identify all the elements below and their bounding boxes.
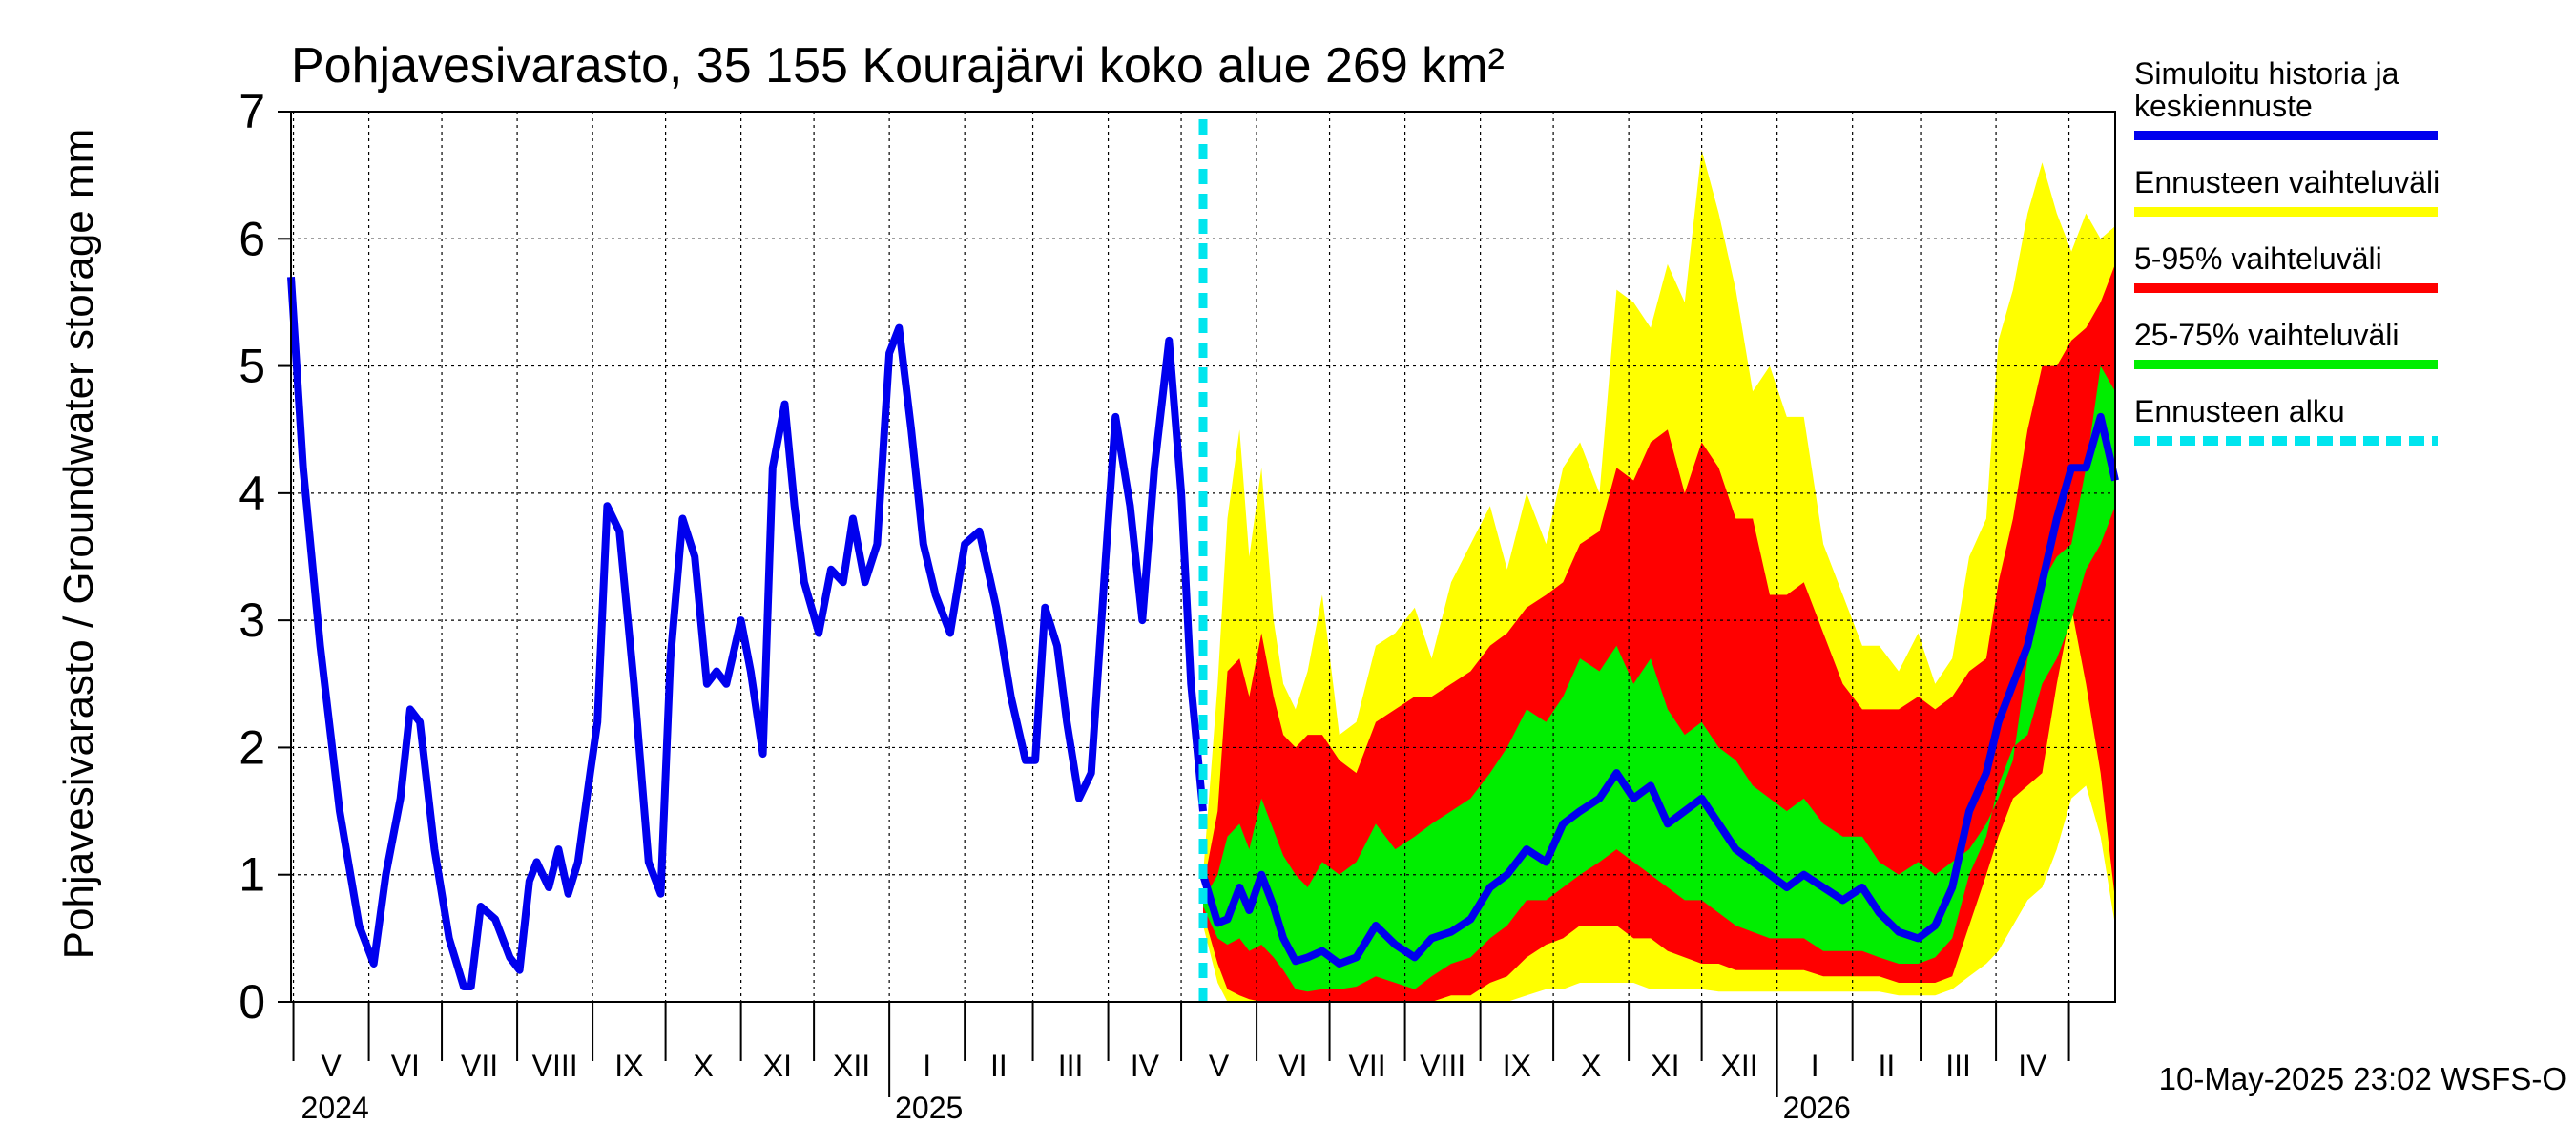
month-label: II [990, 1049, 1008, 1083]
y-tick-label: 5 [239, 340, 265, 393]
month-label: III [1945, 1049, 1971, 1083]
month-label: IV [1131, 1049, 1160, 1083]
month-label: XI [763, 1049, 792, 1083]
month-label: IX [614, 1049, 643, 1083]
y-axis: 0 1 2 3 4 5 6 7 [239, 85, 291, 1029]
month-label: X [693, 1049, 713, 1083]
legend-label: Ennusteen vaihteluväli [2134, 165, 2440, 199]
month-label: XI [1651, 1049, 1679, 1083]
y-tick-label: 2 [239, 720, 265, 774]
month-label: XII [1721, 1049, 1758, 1083]
y-tick-label: 0 [239, 975, 265, 1029]
y-tick-label: 4 [239, 467, 265, 520]
year-label: 2024 [301, 1091, 369, 1125]
x-axis: V VI VII VIII IX X XI XII I II III IV V VI VII VIII IX X X… [292, 1002, 2070, 1125]
month-label: VII [1349, 1049, 1386, 1083]
band-5-95 [1203, 263, 2115, 1002]
median-forecast-line [1199, 412, 2119, 968]
month-label: V [321, 1049, 342, 1083]
forecast-bands [1203, 150, 2115, 1002]
series-lines [287, 119, 2119, 1002]
legend-label: keskiennuste [2134, 89, 2313, 123]
legend-label: 25-75% vaihteluväli [2134, 318, 2399, 352]
grid-lines [291, 112, 2115, 1002]
y-tick-label: 3 [239, 593, 265, 647]
month-label: IX [1503, 1049, 1531, 1083]
month-label: I [1811, 1049, 1819, 1083]
history-line [287, 277, 1207, 990]
year-label: 2026 [1783, 1091, 1851, 1125]
month-label: XII [833, 1049, 870, 1083]
chart-title: Pohjavesivarasto, 35 155 Kourajärvi koko… [291, 38, 1505, 94]
month-label: III [1058, 1049, 1084, 1083]
month-label: II [1878, 1049, 1895, 1083]
y-tick-label: 6 [239, 212, 265, 265]
plot-frame [290, 111, 2116, 1003]
month-label: VI [1278, 1049, 1307, 1083]
month-label: X [1581, 1049, 1601, 1083]
month-label: VIII [532, 1049, 578, 1083]
y-tick-label: 1 [239, 848, 265, 902]
month-label: IV [2018, 1049, 2047, 1083]
band-25-75 [1203, 365, 2115, 992]
legend-label: Ennusteen alku [2134, 394, 2345, 428]
month-label: I [923, 1049, 931, 1083]
timestamp: 10-May-2025 23:02 WSFS-O [2159, 1061, 2566, 1096]
year-label: 2025 [895, 1091, 963, 1125]
y-tick-label: 7 [239, 85, 265, 138]
legend-label: Simuloitu historia ja [2134, 56, 2399, 91]
month-label: VI [391, 1049, 420, 1083]
month-label: VIII [1420, 1049, 1465, 1083]
month-label: V [1209, 1049, 1230, 1083]
legend-label: 5-95% vaihteluväli [2134, 241, 2382, 276]
month-label: VII [461, 1049, 498, 1083]
y-axis-label: Pohjavesivarasto / Groundwater storage m… [55, 129, 102, 960]
